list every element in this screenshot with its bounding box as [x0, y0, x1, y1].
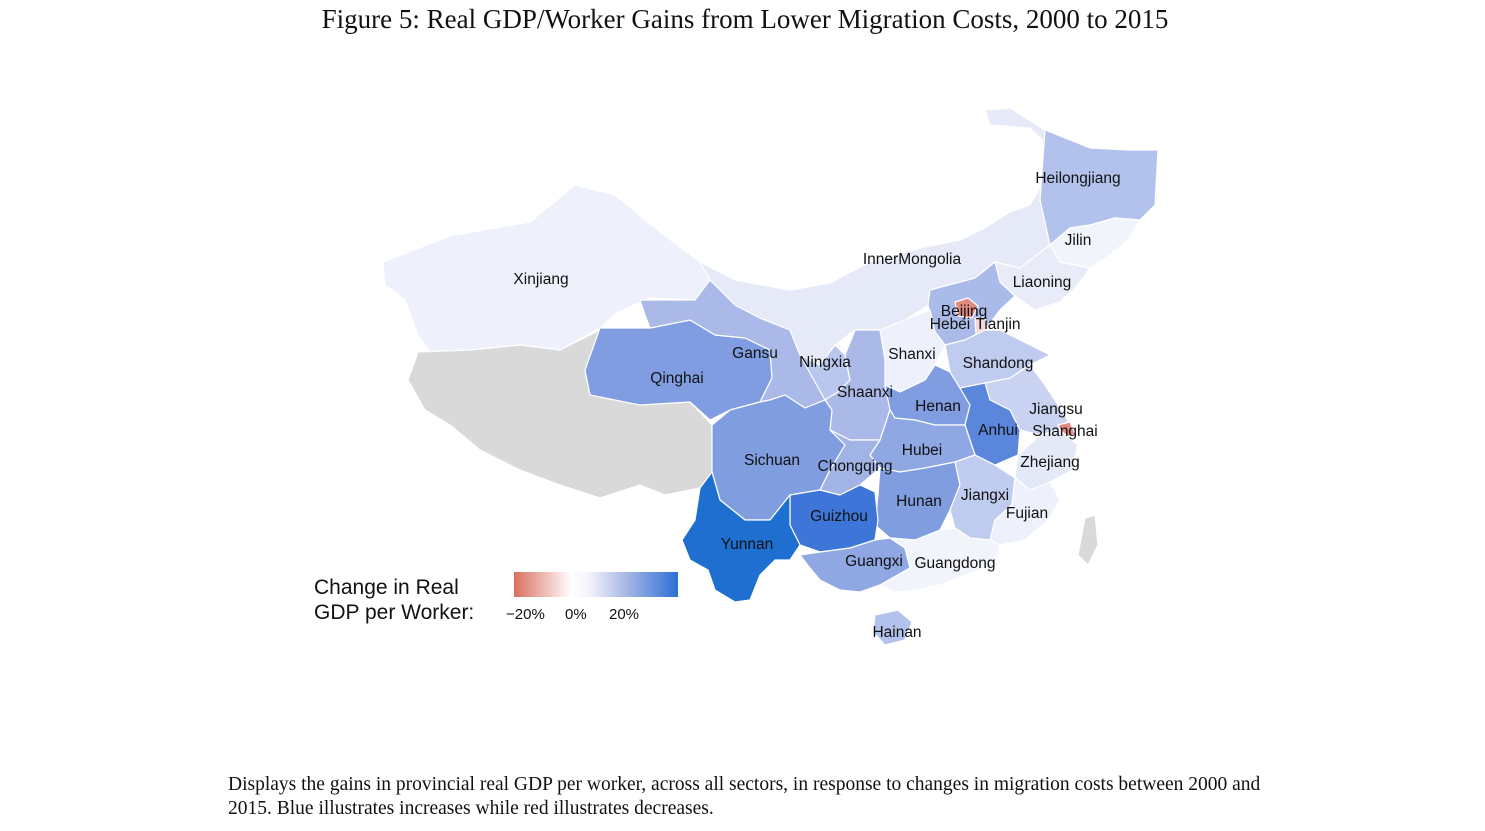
- legend-title: Change in Real GDP per Worker:: [314, 575, 474, 625]
- province-label-shanghai: Shanghai: [1032, 423, 1098, 440]
- legend-title-line2: GDP per Worker:: [314, 601, 475, 624]
- province-label-tianjin: Tianjin: [975, 316, 1020, 333]
- province-label-heilongjiang: Heilongjiang: [1035, 170, 1120, 187]
- province-label-ningxia: Ningxia: [799, 354, 851, 371]
- province-label-shanxi: Shanxi: [888, 346, 935, 363]
- legend-tick-minus20: −20%: [506, 606, 545, 623]
- legend-color-bar: [514, 572, 678, 597]
- province-label-hebei: Hebei: [930, 316, 971, 333]
- province-label-zhejiang: Zhejiang: [1020, 454, 1079, 471]
- province-label-jiangxi: Jiangxi: [961, 487, 1009, 504]
- province-shapes: [382, 107, 1159, 646]
- province-yunnan: [681, 471, 801, 603]
- province-guangdong: [879, 527, 1001, 593]
- province-label-gansu: Gansu: [732, 345, 778, 362]
- legend-tick-0: 0%: [565, 606, 587, 623]
- province-label-xinjiang: Xinjiang: [513, 271, 568, 288]
- province-beijing: [954, 297, 979, 319]
- province-label-shaanxi: Shaanxi: [837, 384, 893, 401]
- province-label-guangdong: Guangdong: [914, 555, 995, 572]
- legend-tick-20: 20%: [609, 606, 640, 623]
- province-anhui: [959, 382, 1021, 466]
- province-hainan: [872, 609, 913, 646]
- figure-title: Figure 5: Real GDP/Worker Gains from Low…: [321, 4, 1169, 34]
- province-label-sichuan: Sichuan: [744, 452, 800, 469]
- province-taiwan: [1077, 514, 1099, 566]
- province-label-jiangsu: Jiangsu: [1029, 401, 1082, 418]
- province-label-guizhou: Guizhou: [810, 508, 868, 525]
- province-fujian: [989, 477, 1061, 546]
- province-label-guangxi: Guangxi: [845, 553, 903, 570]
- province-label-innermongolia: InnerMongolia: [863, 251, 962, 268]
- province-label-hunan: Hunan: [896, 493, 942, 510]
- province-label-shandong: Shandong: [963, 355, 1034, 372]
- province-label-qinghai: Qinghai: [650, 370, 703, 387]
- figure-caption: Displays the gains in provincial real GD…: [228, 774, 1261, 819]
- province-label-hubei: Hubei: [902, 442, 943, 459]
- province-label-henan: Henan: [915, 398, 961, 415]
- province-label-liaoning: Liaoning: [1013, 274, 1072, 291]
- province-label-chongqing: Chongqing: [818, 458, 893, 475]
- province-label-jilin: Jilin: [1065, 232, 1092, 249]
- legend-title-line1: Change in Real: [314, 576, 459, 599]
- province-xinjiang: [382, 184, 711, 353]
- province-labels: Xinjiang Qinghai Gansu InnerMongolia Heilong…: [513, 170, 1120, 641]
- province-label-beijing: Beijing: [941, 303, 988, 320]
- province-label-anhui: Anhui: [978, 422, 1018, 439]
- province-label-hainan: Hainan: [872, 624, 921, 641]
- province-label-yunnan: Yunnan: [721, 536, 774, 553]
- province-label-fujian: Fujian: [1006, 505, 1048, 522]
